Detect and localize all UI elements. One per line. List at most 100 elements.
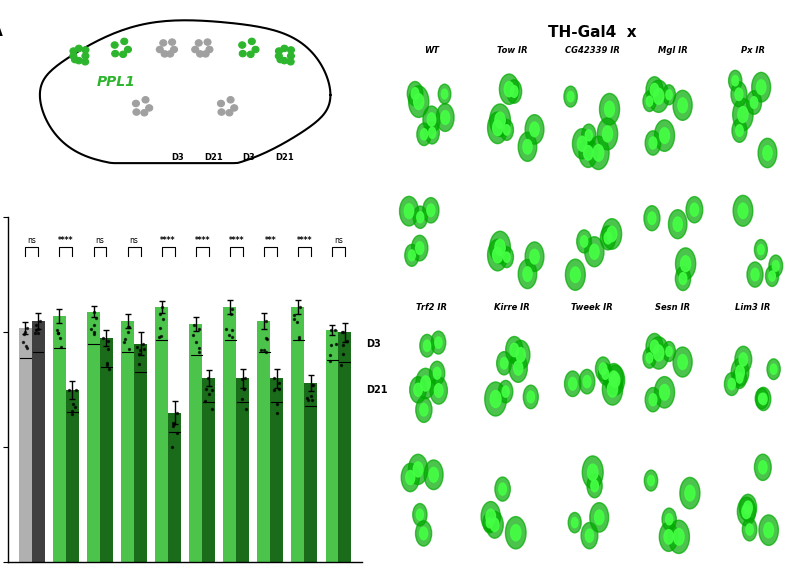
Circle shape — [133, 109, 140, 115]
Point — [31, 324, 44, 333]
Circle shape — [609, 371, 618, 386]
Circle shape — [287, 59, 294, 65]
Circle shape — [413, 504, 427, 526]
Bar — [168, 413, 181, 562]
Circle shape — [504, 82, 514, 97]
Circle shape — [736, 365, 745, 379]
Circle shape — [404, 204, 414, 219]
Point — [18, 329, 30, 339]
Point — [17, 338, 30, 347]
Circle shape — [581, 236, 588, 247]
Text: ****: **** — [160, 236, 176, 245]
Circle shape — [516, 348, 526, 362]
Circle shape — [770, 364, 777, 374]
Circle shape — [416, 509, 423, 520]
Bar — [236, 378, 250, 562]
Point — [271, 408, 284, 417]
Circle shape — [573, 129, 592, 159]
Circle shape — [602, 219, 622, 249]
Circle shape — [500, 357, 508, 369]
Circle shape — [483, 512, 496, 533]
Point — [254, 345, 267, 354]
Point — [118, 337, 130, 346]
Point — [87, 320, 100, 329]
Text: PPL1: PPL1 — [97, 75, 135, 89]
Point — [187, 331, 200, 340]
Circle shape — [416, 397, 432, 423]
Point — [90, 314, 102, 323]
Circle shape — [643, 91, 656, 111]
Point — [30, 321, 42, 330]
Circle shape — [530, 122, 539, 137]
Circle shape — [610, 373, 620, 387]
Circle shape — [662, 85, 675, 105]
Circle shape — [411, 87, 419, 100]
Circle shape — [169, 39, 176, 45]
Circle shape — [495, 239, 506, 256]
Circle shape — [586, 529, 594, 542]
Circle shape — [606, 365, 625, 395]
Bar — [291, 307, 304, 562]
Circle shape — [758, 245, 764, 254]
Circle shape — [166, 51, 174, 57]
Circle shape — [525, 115, 544, 144]
Circle shape — [414, 94, 424, 110]
Circle shape — [125, 46, 131, 53]
Circle shape — [427, 113, 436, 126]
Circle shape — [510, 343, 518, 357]
Circle shape — [654, 377, 674, 408]
Circle shape — [429, 467, 438, 482]
Circle shape — [607, 381, 618, 397]
Circle shape — [441, 111, 450, 124]
Point — [167, 420, 180, 429]
Circle shape — [678, 354, 687, 370]
Circle shape — [755, 389, 768, 409]
Circle shape — [281, 57, 288, 64]
Bar — [32, 321, 45, 562]
Circle shape — [666, 90, 672, 100]
Point — [21, 344, 34, 353]
Circle shape — [681, 256, 690, 272]
Text: K': K' — [638, 446, 646, 455]
Circle shape — [738, 107, 748, 123]
Circle shape — [643, 348, 656, 368]
Circle shape — [736, 125, 743, 136]
Point — [51, 326, 64, 335]
Point — [205, 386, 218, 395]
Point — [193, 344, 206, 353]
Bar — [87, 312, 100, 562]
Point — [259, 348, 272, 357]
Circle shape — [415, 521, 432, 546]
Circle shape — [739, 353, 747, 366]
Circle shape — [399, 197, 418, 226]
Circle shape — [287, 47, 294, 53]
Circle shape — [733, 195, 753, 226]
Circle shape — [747, 262, 763, 287]
Point — [236, 394, 249, 403]
Circle shape — [247, 51, 254, 57]
Circle shape — [502, 386, 510, 397]
Circle shape — [510, 86, 518, 97]
Circle shape — [733, 367, 746, 389]
Circle shape — [646, 77, 663, 103]
Circle shape — [675, 248, 696, 279]
Circle shape — [490, 390, 501, 407]
Circle shape — [585, 237, 604, 267]
Circle shape — [769, 271, 775, 281]
Circle shape — [758, 138, 777, 168]
Point — [203, 390, 216, 399]
Circle shape — [650, 340, 658, 353]
Circle shape — [662, 341, 675, 361]
Point — [171, 429, 184, 438]
Circle shape — [666, 346, 672, 357]
Circle shape — [408, 250, 415, 261]
Circle shape — [602, 369, 609, 379]
Circle shape — [725, 373, 739, 395]
Circle shape — [733, 99, 753, 131]
Point — [54, 333, 67, 343]
Circle shape — [481, 502, 500, 532]
Circle shape — [417, 123, 431, 145]
Point — [202, 374, 214, 383]
Circle shape — [133, 101, 139, 107]
Circle shape — [662, 508, 676, 531]
